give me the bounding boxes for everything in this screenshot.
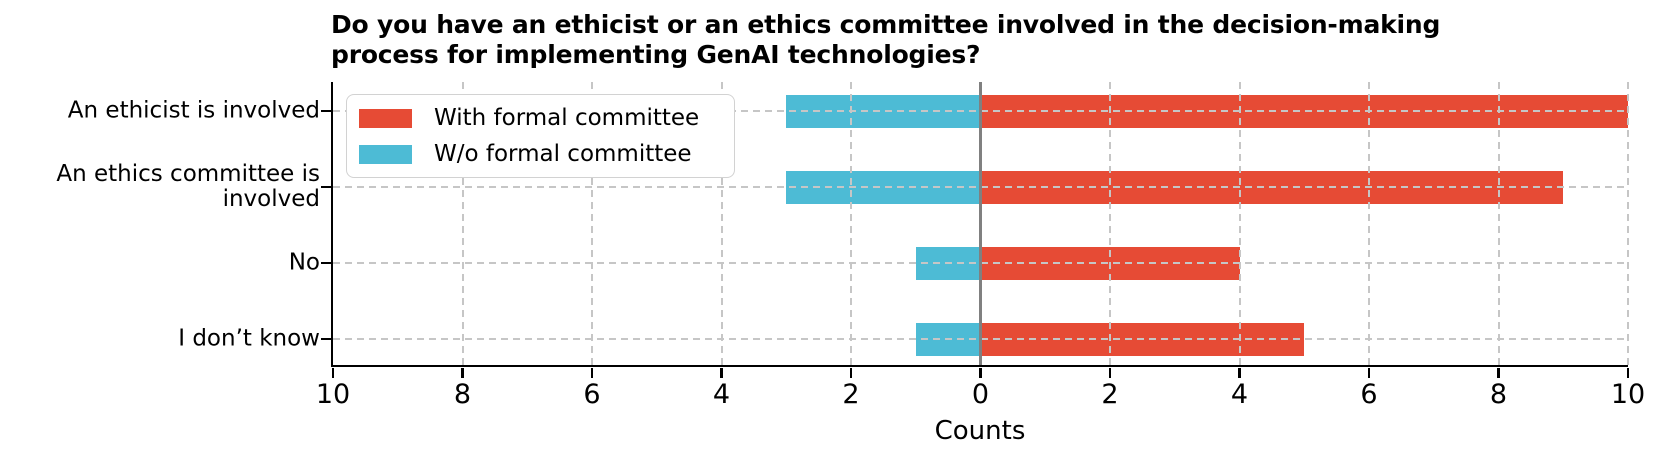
- legend-swatch-with-committee-icon: [359, 108, 412, 128]
- x-axis-tick: [720, 367, 723, 378]
- vertical-gridline: [1109, 82, 1111, 365]
- legend-entry-with-committee: With formal committee: [359, 104, 734, 131]
- vertical-gridline: [1627, 82, 1629, 365]
- x-axis-tick: [1497, 367, 1500, 378]
- vertical-gridline: [461, 82, 464, 365]
- y-axis-labels: An ethicist is involved An ethics committ…: [0, 82, 320, 365]
- plot-area: With formal committee W/o formal committ…: [316, 82, 1645, 446]
- x-tick-label: 4: [712, 379, 731, 410]
- vertical-gridline: [1368, 82, 1370, 365]
- x-axis-tick: [1108, 367, 1112, 378]
- x-tick-label: 8: [453, 379, 472, 410]
- vertical-gridline: [850, 82, 852, 365]
- x-tick-label: 10: [315, 379, 351, 410]
- y-axis-tick: [320, 185, 331, 189]
- vertical-gridline: [1497, 82, 1500, 365]
- x-tick-label: 2: [842, 379, 860, 410]
- x-axis-tick: [1238, 367, 1241, 378]
- x-tick-label: 6: [583, 379, 601, 410]
- legend: With formal committee W/o formal committ…: [346, 94, 735, 178]
- x-axis-tick: [979, 367, 982, 378]
- x-tick-label: 2: [1101, 379, 1119, 410]
- x-tick-label: 6: [1360, 379, 1378, 410]
- legend-swatch-without-committee-icon: [359, 144, 412, 164]
- x-axis-tick: [1367, 367, 1371, 378]
- y-axis-tick: [320, 109, 331, 113]
- y-axis-tick: [320, 261, 331, 265]
- x-tick-label: 0: [971, 379, 990, 410]
- chart-title: Do you have an ethicist or an ethics com…: [331, 10, 1441, 69]
- legend-entry-without-committee: W/o formal committee: [359, 140, 734, 167]
- x-tick-label: 4: [1230, 379, 1249, 410]
- x-axis-tick: [1626, 367, 1630, 378]
- x-axis-tick: [461, 367, 464, 378]
- x-axis-title: Counts: [934, 416, 1026, 446]
- y-axis-tick: [320, 337, 331, 341]
- vertical-gridline: [1238, 82, 1241, 365]
- vertical-gridline: [591, 82, 593, 365]
- y-axis-label: An ethicist is involved: [67, 97, 320, 124]
- x-tick-label: 10: [1610, 379, 1646, 410]
- zero-line: [979, 82, 982, 365]
- y-axis-label: An ethics committee is involved: [56, 161, 320, 212]
- vertical-gridline: [720, 82, 723, 365]
- y-axis-label: I don’t know: [178, 325, 320, 352]
- x-axis-tick: [331, 367, 335, 378]
- x-axis-tick: [590, 367, 594, 378]
- legend-label: With formal committee: [434, 104, 700, 131]
- x-axis-tick: [849, 367, 853, 378]
- x-tick-label: 8: [1489, 379, 1508, 410]
- y-axis-label: No: [288, 249, 320, 276]
- legend-label: W/o formal committee: [434, 140, 692, 167]
